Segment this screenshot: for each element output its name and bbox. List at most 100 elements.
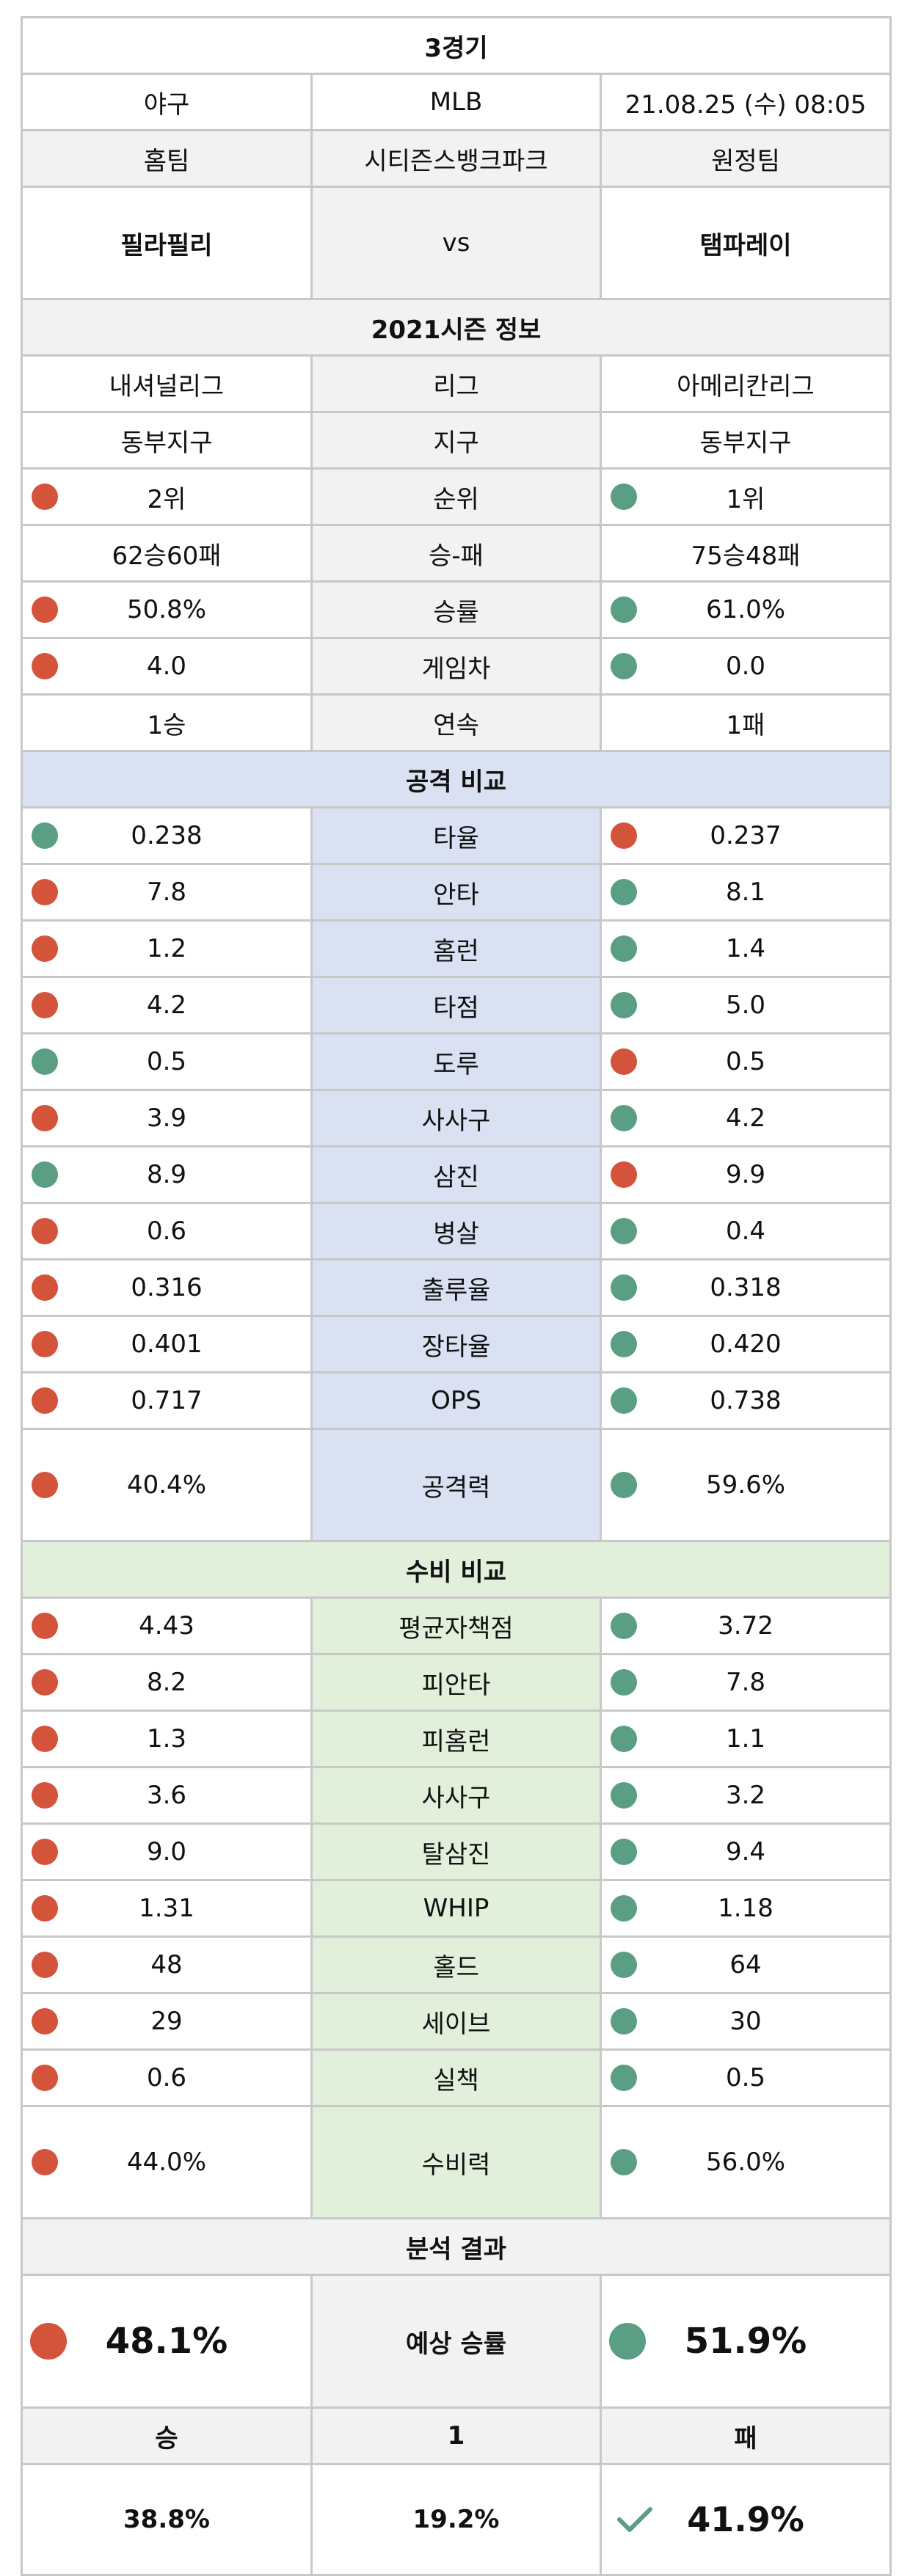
- league: MLB: [310, 73, 602, 131]
- red-indicator-icon: [32, 1726, 58, 1752]
- stat-label: 타점: [310, 976, 602, 1035]
- away-stat-value: 0.4: [725, 1216, 766, 1246]
- away-stat-value: 아메리칸리그: [677, 371, 815, 401]
- lose-probability-cell: 41.9%: [599, 2463, 892, 2576]
- home-team-name: 필라필리: [21, 186, 313, 300]
- away-stat-cell: 1.18: [599, 1879, 892, 1938]
- home-stat-cell: 44.0%: [21, 2105, 313, 2219]
- stadium-name: 시티즌스뱅크파크: [310, 129, 602, 188]
- away-stat-cell: 9.4: [599, 1822, 892, 1881]
- home-stat-value: 3.6: [146, 1781, 187, 1810]
- red-indicator-icon: [32, 992, 58, 1018]
- away-stat-value: 64: [729, 1950, 762, 1980]
- home-stat-value: 4.43: [139, 1611, 194, 1641]
- stat-label: 승률: [310, 580, 602, 639]
- teal-indicator-icon: [611, 596, 637, 623]
- away-stat-cell: 5.0: [599, 976, 892, 1035]
- home-stat-cell: 8.9: [21, 1145, 313, 1204]
- stat-row: 3.9 사사구 4.2: [21, 1089, 892, 1147]
- home-stat-cell: 0.717: [21, 1371, 313, 1430]
- home-stat-value: 8.2: [146, 1668, 187, 1697]
- away-stat-value: 30: [729, 2007, 762, 2036]
- home-stat-value: 62승60패: [112, 541, 222, 571]
- stat-label: 실책: [310, 2048, 602, 2107]
- teal-indicator-icon: [611, 2065, 637, 2091]
- home-stat-value: 44.0%: [126, 2148, 206, 2177]
- stat-row: 4.43 평균자책점 3.72: [21, 1597, 892, 1655]
- away-stat-value: 5.0: [725, 990, 766, 1020]
- match-analysis-table: 3경기 야구 MLB 21.08.25 (수) 08:05 홈팀 시티즌스뱅크파…: [20, 16, 892, 2576]
- home-stat-cell: 4.2: [21, 976, 313, 1035]
- home-stat-cell: 1.3: [21, 1710, 313, 1768]
- teal-indicator-icon: [609, 2323, 646, 2360]
- away-stat-cell: 56.0%: [599, 2105, 892, 2219]
- away-stat-value: 1패: [726, 710, 765, 740]
- away-stat-cell: 1.4: [599, 919, 892, 978]
- home-stat-cell: 3.6: [21, 1766, 313, 1825]
- stat-label: 게임차: [310, 637, 602, 696]
- stat-label: 안타: [310, 863, 602, 922]
- stat-row: 내셔널리그 리그 아메리칸리그: [21, 354, 892, 413]
- home-team-label: 홈팀: [21, 129, 313, 188]
- away-stat-cell: 0.237: [599, 806, 892, 865]
- home-stat-value: 48: [150, 1950, 183, 1980]
- home-stat-value: 40.4%: [126, 1470, 206, 1500]
- teal-indicator-icon: [611, 1726, 637, 1752]
- away-stat-value: 0.5: [725, 2063, 766, 2092]
- away-predicted-cell: 51.9%: [599, 2274, 892, 2409]
- away-team-label: 원정팀: [599, 129, 892, 188]
- analysis-result-header: 분석 결과: [20, 2217, 892, 2276]
- stat-row: 0.6 병살 0.4: [21, 1202, 892, 1260]
- home-stat-value: 0.717: [131, 1386, 203, 1415]
- teal-indicator-icon: [611, 1472, 637, 1498]
- home-stat-cell: 29: [21, 1992, 313, 2051]
- stat-label: 리그: [310, 354, 602, 413]
- red-indicator-icon: [611, 1048, 637, 1075]
- away-stat-cell: 30: [599, 1992, 892, 2051]
- stat-row: 44.0% 수비력 56.0%: [21, 2105, 892, 2219]
- red-indicator-icon: [32, 1105, 58, 1131]
- stat-label: WHIP: [310, 1879, 602, 1938]
- stat-row: 48 홀드 64: [21, 1935, 892, 1994]
- home-stat-value: 0.238: [131, 821, 203, 850]
- home-stat-cell: 40.4%: [21, 1428, 313, 1542]
- away-stat-value: 56.0%: [706, 2148, 786, 2177]
- home-predicted-cell: 48.1%: [21, 2274, 313, 2409]
- teal-indicator-icon: [611, 935, 637, 962]
- away-stat-value: 8.1: [725, 877, 766, 907]
- stat-row: 동부지구 지구 동부지구: [21, 411, 892, 470]
- sport: 야구: [21, 73, 313, 131]
- away-stat-value: 9.9: [725, 1160, 766, 1189]
- home-stat-cell: 48: [21, 1935, 313, 1994]
- teal-indicator-icon: [611, 879, 637, 905]
- red-indicator-icon: [32, 2065, 58, 2091]
- home-stat-cell: 50.8%: [21, 580, 313, 639]
- red-indicator-icon: [32, 1895, 58, 1922]
- away-stat-value: 3.72: [718, 1611, 774, 1641]
- home-stat-value: 0.5: [146, 1047, 187, 1076]
- stat-label: 순위: [310, 467, 602, 526]
- stat-row: 0.238 타율 0.237: [21, 806, 892, 865]
- win-label: 승: [21, 2407, 313, 2465]
- away-stat-cell: 64: [599, 1935, 892, 1994]
- home-stat-cell: 2위: [21, 467, 313, 526]
- red-indicator-icon: [32, 653, 58, 679]
- stat-label: 평균자책점: [310, 1597, 602, 1655]
- stat-row: 0.5 도루 0.5: [21, 1032, 892, 1091]
- away-stat-cell: 1패: [599, 693, 892, 752]
- away-stat-cell: 1위: [599, 467, 892, 526]
- stat-row: 2위 순위 1위: [21, 467, 892, 526]
- stat-label: 사사구: [310, 1089, 602, 1147]
- red-indicator-icon: [32, 1331, 58, 1357]
- away-stat-cell: 59.6%: [599, 1428, 892, 1542]
- red-indicator-icon: [32, 935, 58, 962]
- away-stat-cell: 3.2: [599, 1766, 892, 1825]
- teal-indicator-icon: [32, 822, 58, 849]
- away-stat-value: 4.2: [725, 1103, 766, 1133]
- away-team-name: 탬파레이: [599, 186, 892, 300]
- home-stat-value: 8.9: [146, 1160, 187, 1189]
- stat-row: 50.8% 승률 61.0%: [21, 580, 892, 639]
- home-stat-cell: 동부지구: [21, 411, 313, 470]
- stat-label: 공격력: [310, 1428, 602, 1542]
- away-stat-cell: 3.72: [599, 1597, 892, 1655]
